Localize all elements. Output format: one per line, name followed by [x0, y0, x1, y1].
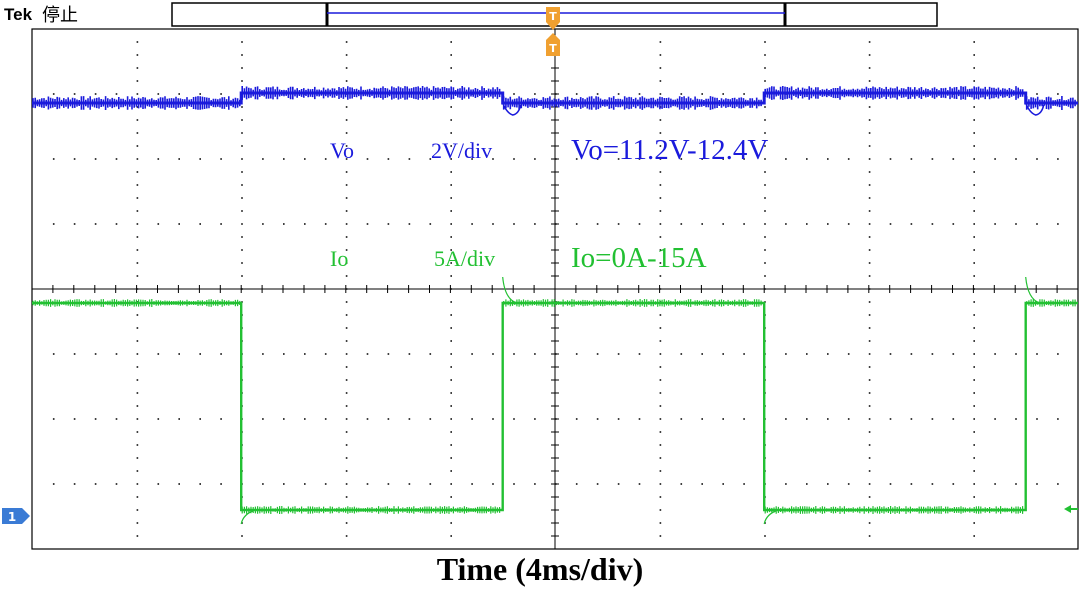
vo-scale-label: 2V/div — [431, 138, 492, 163]
waveform-traces — [32, 86, 1078, 525]
trigger-time-marker[interactable]: T — [546, 33, 560, 56]
io-range-label: Io=0A-15A — [571, 242, 707, 274]
graticule-grid — [31, 28, 1079, 550]
trace-io-line — [32, 301, 1078, 512]
io-channel-label: Io — [330, 246, 348, 271]
trace-vo — [32, 86, 1078, 116]
trace-io — [32, 276, 1078, 525]
trigger-position-marker[interactable]: T — [546, 7, 560, 30]
vo-range-label: Vo=11.2V-12.4V — [571, 134, 768, 166]
channel1-ground-marker[interactable]: 1 — [2, 508, 30, 524]
trace-io-ripple — [32, 276, 1076, 525]
run-status-label: 停止 — [42, 5, 78, 26]
vo-channel-label: Vo — [330, 138, 354, 163]
brand-label: Tek — [4, 5, 33, 24]
svg-text:T: T — [549, 42, 557, 55]
svg-text:T: T — [549, 10, 557, 23]
trigger-level-arrow[interactable] — [1064, 505, 1078, 513]
io-scale-label: 5A/div — [434, 246, 495, 271]
trace-vo-line — [32, 91, 1078, 105]
svg-text:1: 1 — [8, 510, 16, 524]
center-axis-ticks — [31, 28, 1079, 550]
x-axis-label: Time (4ms/div) — [436, 551, 644, 587]
